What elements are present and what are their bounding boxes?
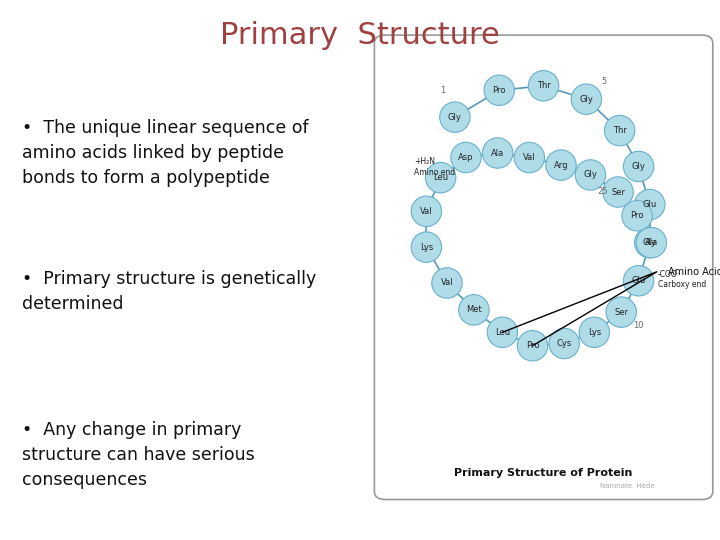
Text: Gly: Gly xyxy=(583,171,598,179)
Text: Amino Acids: Amino Acids xyxy=(667,267,720,277)
Ellipse shape xyxy=(549,328,580,359)
Text: Gly: Gly xyxy=(631,162,646,171)
Ellipse shape xyxy=(634,190,665,220)
Text: Leu: Leu xyxy=(495,328,510,337)
Text: Primary Structure of Protein: Primary Structure of Protein xyxy=(454,469,633,478)
Ellipse shape xyxy=(487,317,518,348)
Ellipse shape xyxy=(459,295,489,325)
Ellipse shape xyxy=(411,232,441,262)
Ellipse shape xyxy=(606,297,636,327)
Text: 1: 1 xyxy=(440,86,445,94)
Text: Met: Met xyxy=(466,306,482,314)
Ellipse shape xyxy=(622,200,652,231)
Text: Lys: Lys xyxy=(420,242,433,252)
Text: Namnate  Hede: Namnate Hede xyxy=(600,483,654,489)
Text: Ala: Ala xyxy=(644,238,658,247)
Ellipse shape xyxy=(634,227,665,258)
Text: Cys: Cys xyxy=(557,339,572,348)
Text: Glu: Glu xyxy=(631,276,646,285)
Text: •  The unique linear sequence of
amino acids linked by peptide
bonds to form a p: • The unique linear sequence of amino ac… xyxy=(22,119,308,187)
Ellipse shape xyxy=(624,266,654,296)
Ellipse shape xyxy=(636,227,667,258)
Ellipse shape xyxy=(514,142,544,173)
Text: Gly: Gly xyxy=(448,113,462,122)
Text: Pro: Pro xyxy=(526,341,539,350)
Ellipse shape xyxy=(517,330,548,361)
Text: Ala: Ala xyxy=(491,148,504,158)
Ellipse shape xyxy=(575,160,606,190)
Ellipse shape xyxy=(579,317,610,348)
Text: Ser: Ser xyxy=(614,308,629,316)
Ellipse shape xyxy=(484,75,515,105)
Ellipse shape xyxy=(451,142,481,173)
Text: 25: 25 xyxy=(597,187,608,195)
Text: Pro: Pro xyxy=(492,86,506,94)
Text: Glu: Glu xyxy=(643,200,657,209)
Ellipse shape xyxy=(440,102,470,132)
Text: Primary  Structure: Primary Structure xyxy=(220,21,500,50)
Text: •  Any change in primary
structure can have serious
consequences: • Any change in primary structure can ha… xyxy=(22,421,254,489)
Text: Leu: Leu xyxy=(433,173,449,182)
Ellipse shape xyxy=(432,268,462,298)
Text: Gly: Gly xyxy=(643,238,657,247)
Text: Val: Val xyxy=(523,153,536,162)
Text: •  Primary structure is genetically
determined: • Primary structure is genetically deter… xyxy=(22,270,316,313)
Text: 5: 5 xyxy=(601,77,606,86)
Ellipse shape xyxy=(411,196,441,226)
Ellipse shape xyxy=(546,150,576,180)
Text: Val: Val xyxy=(441,279,454,287)
Text: Asp: Asp xyxy=(458,153,474,162)
Text: 10: 10 xyxy=(634,321,644,330)
Ellipse shape xyxy=(571,84,602,114)
Text: Arg: Arg xyxy=(554,160,568,170)
Text: Thr: Thr xyxy=(613,126,626,135)
Text: Gly: Gly xyxy=(580,94,593,104)
Ellipse shape xyxy=(528,71,559,101)
Ellipse shape xyxy=(604,116,635,146)
Text: Thr: Thr xyxy=(536,82,551,90)
Ellipse shape xyxy=(603,177,634,207)
Text: Pro: Pro xyxy=(630,211,644,220)
Ellipse shape xyxy=(624,151,654,181)
Text: -COO⁻
Carboxy end: -COO⁻ Carboxy end xyxy=(657,269,706,289)
Text: Val: Val xyxy=(420,207,433,216)
Text: +H₂N
Amino end: +H₂N Amino end xyxy=(414,158,455,177)
Ellipse shape xyxy=(482,138,513,168)
FancyBboxPatch shape xyxy=(374,35,713,500)
Text: Lys: Lys xyxy=(588,328,601,337)
Text: Ser: Ser xyxy=(611,187,625,197)
Ellipse shape xyxy=(426,163,456,193)
